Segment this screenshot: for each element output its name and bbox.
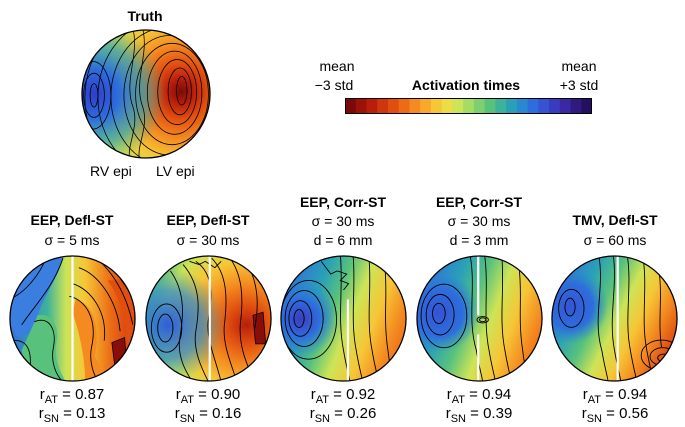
- panel-1-title-line2: σ = 5 ms: [44, 232, 100, 248]
- panel-2-map: [145, 255, 272, 382]
- colorbar-swatch: [559, 98, 572, 114]
- colorbar-border: [345, 98, 592, 114]
- panel-2-r-at: rAT = 0.90: [175, 386, 241, 406]
- panel-1-title-line1: EEP, Defl-ST: [30, 212, 114, 228]
- colorbar-swatch: [463, 98, 475, 114]
- panel-2-r-sn: rSN = 0.16: [174, 405, 242, 425]
- panel-4-title-line2: σ = 30 ms: [447, 213, 511, 229]
- panel-4-map: [416, 255, 543, 382]
- colorbar-swatch: [398, 98, 411, 114]
- rv-epi-label: RV epi: [90, 163, 132, 179]
- colorbar: [345, 98, 592, 114]
- colorbar-swatch: [473, 98, 486, 114]
- panel-5-r-sn: rSN = 0.56: [581, 405, 649, 425]
- colorbar-swatch: [538, 98, 550, 114]
- panel-1-r-at: rAT = 0.87: [39, 386, 105, 406]
- colorbar-swatch: [570, 98, 582, 114]
- panel-3-title-line1: EEP, Corr-ST: [299, 194, 387, 210]
- lv-epi-label: LV epi: [156, 163, 195, 179]
- colorbar-swatch: [452, 98, 464, 114]
- colorbar-swatch: [355, 98, 368, 114]
- colorbar-swatch: [441, 98, 453, 114]
- panel-5-map: [551, 255, 678, 382]
- panel-2-title-line1: EEP, Defl-ST: [166, 212, 250, 228]
- colorbar-title: Activation times: [411, 77, 521, 93]
- colorbar-left-label-line1: mean: [319, 58, 355, 74]
- colorbar-right-label-line1: mean: [561, 58, 597, 74]
- panel-4-r-at: rAT = 0.94: [446, 386, 512, 406]
- colorbar-swatch: [366, 98, 378, 114]
- panel-5-r-at: rAT = 0.94: [582, 386, 648, 406]
- colorbar-swatch: [516, 98, 529, 114]
- colorbar-swatch: [430, 98, 443, 114]
- colorbar-swatch: [527, 98, 539, 114]
- colorbar-swatch: [387, 98, 400, 114]
- colorbar-swatch: [409, 98, 421, 114]
- panel-5-title-line1: TMV, Defl-ST: [572, 212, 658, 228]
- colorbar-swatch: [549, 98, 561, 114]
- panel-3-title-line2: σ = 30 ms: [311, 213, 375, 229]
- panel-3-title-line3: d = 6 mm: [313, 232, 373, 248]
- panel-2-title-line2: σ = 30 ms: [176, 232, 240, 248]
- panel-4-title-line3: d = 3 mm: [449, 232, 509, 248]
- colorbar-swatch: [581, 98, 592, 114]
- panel-3-r-sn: rSN = 0.26: [309, 405, 377, 425]
- colorbar-swatch: [420, 98, 432, 114]
- panel-4-r-sn: rSN = 0.39: [445, 405, 513, 425]
- colorbar-swatch: [377, 98, 389, 114]
- panel-3-r-at: rAT = 0.92: [310, 386, 376, 406]
- panel-5-title-line2: σ = 60 ms: [583, 232, 647, 248]
- colorbar-swatch: [484, 98, 496, 114]
- colorbar-swatch: [345, 98, 357, 114]
- panel-1-r-sn: rSN = 0.13: [38, 405, 106, 425]
- panel-3-map: [280, 255, 407, 382]
- panel-4-title-line1: EEP, Corr-ST: [435, 194, 523, 210]
- panel-1-map: [9, 255, 136, 382]
- colorbar-left-label-line2: −3 std: [314, 77, 354, 93]
- colorbar-right-label-line2: +3 std: [559, 77, 599, 93]
- truth-map: [81, 29, 211, 159]
- truth-title: Truth: [127, 8, 163, 24]
- colorbar-swatch: [495, 98, 507, 114]
- colorbar-swatch: [506, 98, 518, 114]
